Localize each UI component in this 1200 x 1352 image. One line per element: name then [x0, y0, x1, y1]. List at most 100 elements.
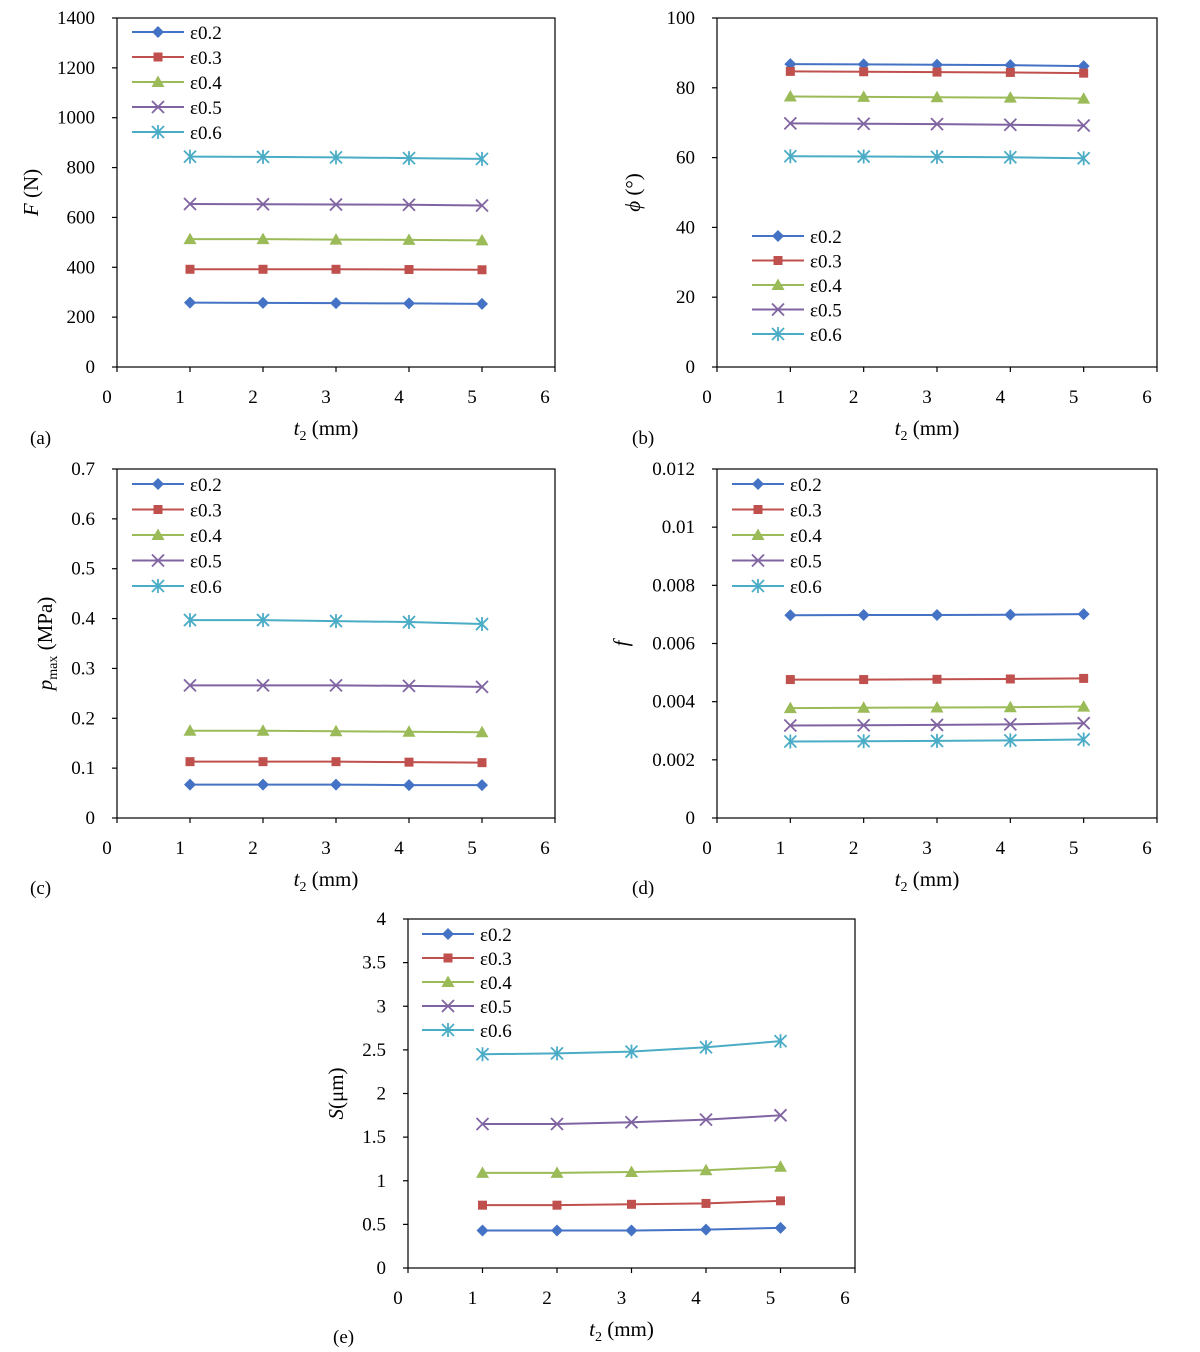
- data-point: [857, 701, 871, 713]
- y-tick-label: 200: [67, 307, 96, 328]
- x-tick-label: 0: [702, 838, 712, 859]
- legend-entry: ε0.2: [132, 23, 222, 44]
- legend-entry: ε0.2: [422, 925, 512, 946]
- data-point: [1005, 67, 1015, 77]
- data-point: [1077, 732, 1091, 747]
- data-point: [1004, 608, 1017, 621]
- data-point: [256, 613, 270, 628]
- data-point: [701, 1198, 711, 1208]
- data-point: [256, 197, 270, 211]
- data-point: [859, 67, 869, 77]
- y-tick-label: 0.006: [652, 634, 695, 655]
- data-point: [183, 678, 197, 693]
- legend-marker: [151, 528, 165, 540]
- series-0: [184, 296, 488, 310]
- series-3: [183, 197, 489, 213]
- x-tick-label: 4: [394, 387, 404, 408]
- data-point: [331, 264, 341, 274]
- legend-entry: ε0.5: [422, 997, 512, 1018]
- legend-label: ε0.5: [810, 301, 842, 322]
- data-point: [783, 701, 797, 714]
- legend-entry: ε0.4: [422, 973, 512, 994]
- x-tick-label: 6: [540, 838, 550, 859]
- y-tick-label: 0.4: [71, 609, 95, 630]
- data-point: [773, 1034, 788, 1049]
- chart-panel-d: 0 0.002 0.004 0.006 0.008 0.01 0.012 0 1 2 3 4 5 6 t2 …: [609, 459, 1158, 899]
- data-point: [699, 1113, 713, 1127]
- legend-label: ε0.4: [190, 73, 222, 94]
- legend-label: ε0.3: [810, 252, 842, 273]
- legend-marker: [151, 75, 165, 87]
- data-point: [1003, 150, 1017, 165]
- y-axis-title: f: [609, 637, 633, 646]
- legend-marker: [771, 302, 785, 317]
- data-point: [552, 1200, 562, 1210]
- legend-marker: [751, 528, 765, 540]
- legend-marker: [153, 505, 163, 514]
- series-1: [785, 673, 1089, 685]
- series-3: [475, 1108, 788, 1131]
- data-point: [1079, 68, 1089, 78]
- legend-entry: ε0.4: [132, 526, 222, 547]
- y-tick-label: 1.5: [362, 1127, 386, 1148]
- series-3: [183, 678, 489, 694]
- x-tick-label: 1: [776, 387, 786, 408]
- legend-marker: [751, 579, 765, 593]
- chart-panel-b: 0 20 40 60 80 100 0 1 2 3 4 5 6 t2 (mm) ϕ (°) (b) ε0.2 ε0…: [621, 8, 1158, 449]
- data-point: [258, 757, 268, 767]
- data-point: [183, 197, 197, 211]
- x-tick-label: 3: [922, 838, 932, 859]
- legend-label: ε0.3: [190, 48, 222, 69]
- data-point: [1077, 92, 1091, 104]
- y-tick-label: 0.5: [362, 1214, 386, 1235]
- data-point: [256, 724, 270, 736]
- legend-entry: ε0.6: [132, 123, 222, 144]
- y-tick-label: 1: [377, 1171, 387, 1192]
- y-axis-title: F (N): [19, 169, 43, 217]
- y-tick-label: 3: [377, 996, 387, 1017]
- series-1: [478, 1196, 785, 1210]
- data-point: [330, 297, 342, 310]
- series-4: [783, 732, 1091, 749]
- data-point: [402, 679, 416, 693]
- legend-marker: [151, 100, 165, 114]
- legend-label: ε0.6: [480, 1021, 512, 1042]
- data-point: [475, 233, 489, 246]
- series-0: [476, 1221, 787, 1237]
- data-point: [783, 718, 797, 733]
- x-tick-label: 4: [996, 387, 1006, 408]
- data-point: [183, 724, 197, 736]
- y-tick-label: 0: [686, 357, 696, 378]
- legend-marker: [152, 26, 164, 38]
- legend-entry: ε0.2: [132, 475, 222, 496]
- data-point: [1003, 717, 1017, 731]
- legend-entry: ε0.6: [752, 325, 842, 346]
- data-point: [627, 1199, 636, 1209]
- legend-entry: ε0.3: [132, 501, 222, 522]
- series-3: [783, 116, 1091, 133]
- legend-label: ε0.3: [190, 501, 222, 522]
- data-point: [475, 198, 489, 213]
- series-1: [185, 264, 487, 275]
- plot-area: [116, 17, 556, 368]
- data-point: [550, 1117, 564, 1131]
- legend-entry: ε0.5: [732, 552, 822, 573]
- legend-entry: ε0.4: [132, 73, 222, 94]
- y-tick-label: 2: [377, 1084, 387, 1105]
- data-point: [783, 90, 797, 102]
- legend-marker: [151, 579, 165, 593]
- data-point: [257, 778, 269, 791]
- legend-marker: [152, 478, 164, 490]
- x-tick-label: 1: [175, 387, 185, 408]
- series-2: [183, 232, 489, 246]
- y-tick-label: 2.5: [362, 1040, 386, 1061]
- legend-label: ε0.6: [190, 577, 222, 598]
- x-tick-label: 3: [321, 387, 331, 408]
- legend-label: ε0.2: [810, 227, 842, 248]
- x-tick-label: 3: [922, 387, 932, 408]
- data-point: [625, 1224, 638, 1237]
- series-2: [783, 700, 1091, 714]
- legend-label: ε0.6: [810, 325, 842, 346]
- data-point: [477, 758, 487, 768]
- data-point: [785, 66, 795, 76]
